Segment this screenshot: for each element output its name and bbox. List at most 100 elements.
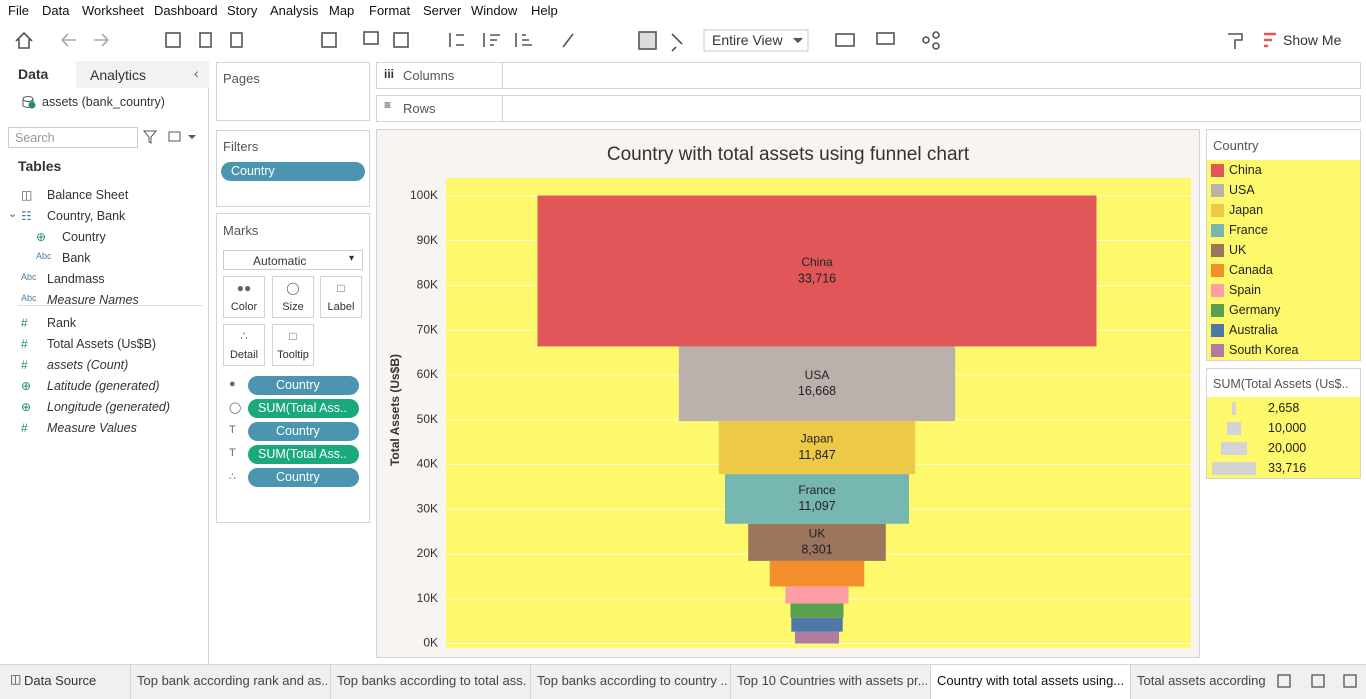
legend-swatch[interactable] [1211,284,1224,297]
field[interactable]: Total Assets (Us$B) [47,337,157,351]
field[interactable]: Measure Names [47,293,139,307]
data-tab[interactable]: Data [0,61,76,88]
field[interactable]: Country [62,230,106,244]
datasource-name[interactable]: assets (bank_country) [42,95,165,109]
menu-item[interactable]: Data [42,3,70,18]
legend-label[interactable]: China [1229,163,1262,177]
format-painter-icon[interactable] [1228,33,1243,49]
menu-item[interactable]: Analysis [270,3,319,18]
field[interactable]: assets (Count) [47,358,129,372]
sheet-tab[interactable] [130,665,330,699]
legend-label[interactable]: Germany [1229,303,1281,317]
mark-card[interactable]: □ Label [320,276,362,318]
legend-label[interactable]: Spain [1229,283,1261,297]
sheet-tab[interactable] [530,665,730,699]
menu-item[interactable]: Help [531,3,558,18]
mark-pill[interactable]: SUM(Total Ass.. [248,399,359,418]
size-legend: SUM(Total Assets (Us$.. 2,658 10,000 20,00… [1206,368,1361,479]
funnel-segment [748,523,886,561]
show-me-button[interactable]: Show Me [1283,32,1342,48]
legend-swatch[interactable] [1211,304,1224,317]
legend-label[interactable]: Australia [1229,323,1278,337]
cards-icon[interactable] [835,33,855,47]
legend-swatch[interactable] [1211,264,1224,277]
pause-icon[interactable] [230,32,243,48]
chart: Country with total assets using funnel c… [376,129,1200,658]
home-icon[interactable] [15,31,33,49]
marks-title: Marks [223,223,259,238]
analytics-tab[interactable]: Analytics [90,67,147,83]
field[interactable]: Measure Values [47,421,137,435]
legend-label[interactable]: France [1229,223,1268,237]
legend-label[interactable]: Japan [1229,203,1264,217]
sort-asc-icon[interactable] [483,33,500,47]
legend-swatch[interactable] [1211,184,1224,197]
field[interactable]: Landmass [47,272,105,286]
new-sheet-icon[interactable] [321,32,337,48]
legend-swatch[interactable] [1211,164,1224,177]
sheet-tab[interactable] [330,665,530,699]
funnel-segment [537,195,1097,347]
field[interactable]: Bank [62,251,91,265]
menu-item[interactable]: Dashboard [154,3,218,18]
view-dropdown[interactable] [703,29,809,52]
rows-divider [502,96,503,121]
mark-card[interactable]: □ Tooltip [272,324,314,366]
legend-label[interactable]: South Korea [1229,343,1299,357]
legend-label[interactable]: UK [1229,243,1247,257]
filter-pill[interactable]: Country [221,162,365,181]
menu-item[interactable]: Format [369,3,411,18]
clear-icon[interactable] [393,32,409,48]
size-label: 33,716 [1268,461,1307,475]
legend-label[interactable]: Canada [1229,263,1273,277]
show-me-icon[interactable] [1264,32,1276,48]
field[interactable]: Rank [47,316,77,330]
field[interactable]: Country, Bank [47,209,126,223]
menu-item[interactable]: Server [423,3,462,18]
sort-desc-icon[interactable] [515,33,532,47]
collapse-arrow[interactable]: ‹ [194,65,199,81]
share-icon[interactable] [922,36,930,44]
forward-icon[interactable] [94,33,109,47]
mark-pill[interactable]: Country [248,422,359,441]
duplicate-icon[interactable] [363,31,379,45]
legend-swatch[interactable] [1211,324,1224,337]
back-icon[interactable] [61,33,76,47]
menu-item[interactable]: Map [329,3,355,18]
data-source-tab[interactable]: ◫ Data Source [0,665,130,699]
save-icon[interactable] [165,32,181,48]
highlight-icon[interactable] [562,33,574,48]
legend-label[interactable]: USA [1229,183,1255,197]
sheet-tab[interactable] [930,665,1130,699]
mark-card-icon: ◯ [286,281,300,295]
search-box[interactable]: Search [8,127,138,148]
legend-swatch[interactable] [1211,224,1224,237]
legend-swatch[interactable] [1211,344,1224,357]
field[interactable]: Longitude (generated) [47,400,171,414]
field[interactable]: Latitude (generated) [47,379,160,393]
mark-pill[interactable]: Country [248,468,359,487]
menu-item[interactable]: File [8,3,29,18]
menu-item[interactable]: Worksheet [82,3,144,18]
view-mode[interactable]: Entire View [712,32,783,48]
new-datasource-icon[interactable] [199,32,212,48]
legend-swatch[interactable] [1211,204,1224,217]
mark-card[interactable]: ●● Color [223,276,265,318]
mark-card[interactable]: ∴ Detail [223,324,265,366]
swap-icon[interactable] [449,33,464,47]
sheet-tab[interactable] [1130,665,1272,699]
legend-swatch[interactable] [1211,244,1224,257]
mark-type-dropdown[interactable]: Automatic ▾ [223,250,363,270]
sheet-tab[interactable] [730,665,930,699]
mark-pill[interactable]: SUM(Total Ass.. [248,445,359,464]
labels-icon[interactable] [638,31,657,50]
mark-card[interactable]: ◯ Size [272,276,314,318]
field[interactable]: Balance Sheet [47,188,129,202]
menu-bar: File Data Worksheet Dashboard Story Analysis M… [0,0,1366,21]
menu-item[interactable]: Story [227,3,258,18]
y-tick-label: 70K [417,322,438,336]
presentation-icon[interactable] [876,32,895,45]
pin-icon[interactable] [671,33,683,52]
menu-item[interactable]: Window [471,3,518,18]
mark-pill[interactable]: Country [248,376,359,395]
